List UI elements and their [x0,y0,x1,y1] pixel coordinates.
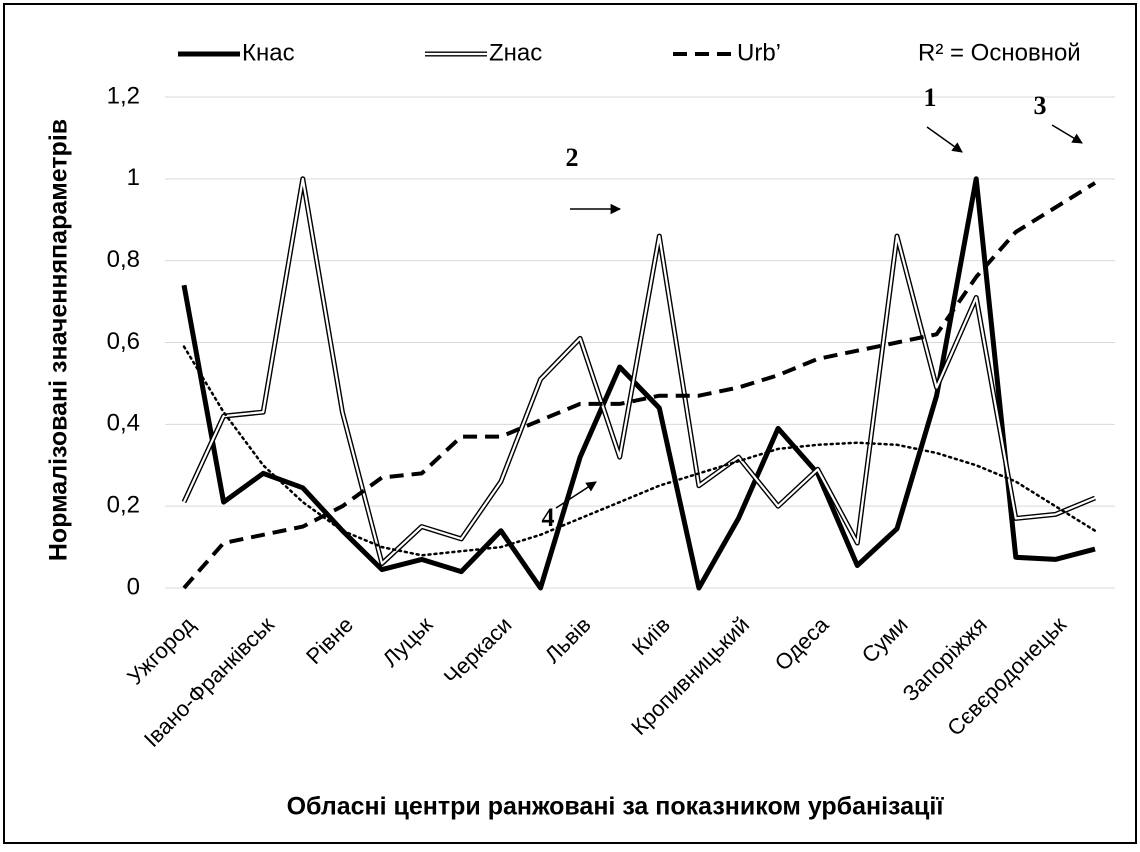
series-line [182,181,1097,590]
annotation: 1 [924,83,937,112]
plot [181,176,1097,591]
legend-label: R² = Основной [918,39,1081,66]
series-line [182,345,1097,557]
x-axis-title: Обласні центри ранжовані за показником у… [287,793,945,821]
annotation: 3 [1034,91,1047,120]
annotation: 4 [542,503,555,532]
y-tick-label: 0,6 [107,328,140,355]
y-tick-label: 0,4 [107,410,140,437]
y-tick-label: 0,8 [107,246,140,273]
y-tick-label: 0 [127,573,140,600]
y-axis-title: Нормалізовані значенняпараметрів [45,119,73,561]
series-line [181,176,1096,591]
frame [3,3,1137,844]
y-tick-label: 0,2 [107,492,140,519]
legend-label: Zнас [489,39,542,66]
arrow [1051,124,1083,144]
arrow [555,481,597,509]
grid [165,96,1115,589]
y-tick-label: 1,2 [107,82,140,109]
annotation: 2 [566,143,579,172]
y-tick-label: 1 [127,164,140,191]
series-line-inner [183,177,1096,565]
arrow [926,126,963,153]
legend-label: Urb’ [737,39,781,66]
legend-label: Кнас [242,39,295,66]
